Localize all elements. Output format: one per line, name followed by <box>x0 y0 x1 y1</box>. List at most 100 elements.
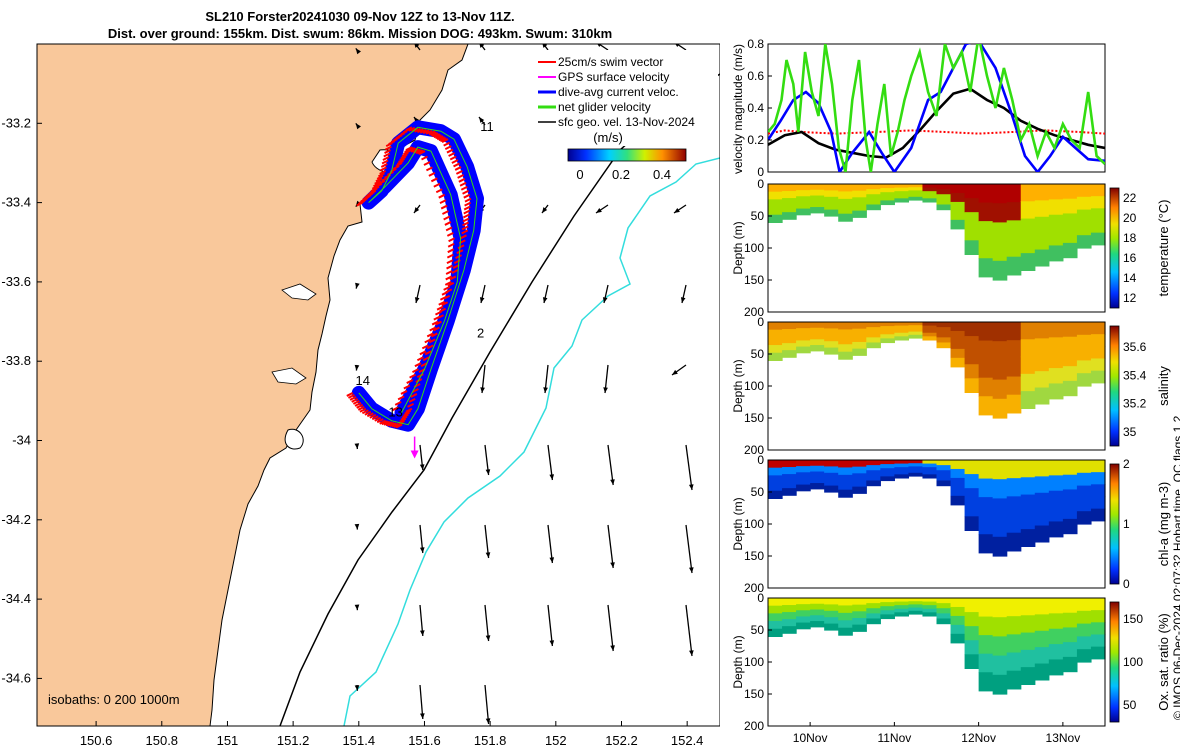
swim-vector <box>436 305 444 311</box>
swim-vector <box>412 388 419 393</box>
profile-cell <box>1076 347 1092 361</box>
depth-tick-label: 50 <box>751 347 765 361</box>
profile-cell <box>880 472 895 477</box>
swim-vector <box>381 420 389 426</box>
profile-cell <box>978 322 994 342</box>
swim-vector <box>438 300 446 306</box>
swim-vector <box>421 155 428 161</box>
profile-cell <box>880 326 895 331</box>
geo-velocity-arrow <box>680 284 687 304</box>
swim-vector <box>451 159 459 164</box>
profile-cell <box>894 184 910 189</box>
geo-velocity-arrow <box>541 204 549 214</box>
profile-cell <box>964 378 980 393</box>
profile-cell <box>894 191 910 196</box>
colorbar-quantity-label: salinity <box>1156 366 1171 406</box>
profile-cell <box>852 184 867 192</box>
profile-cell <box>992 674 1008 695</box>
profile-cell <box>782 329 797 337</box>
profile-cell <box>908 325 924 329</box>
profile-cell <box>978 653 994 673</box>
swim-vector <box>374 179 382 185</box>
profile-cell <box>1048 644 1064 661</box>
profile-cell <box>782 619 797 627</box>
profile-cell <box>1006 514 1022 534</box>
swim-vector <box>440 204 448 210</box>
profile-cell <box>908 469 924 474</box>
profile-cell <box>852 479 867 488</box>
swim-vector <box>438 193 446 199</box>
profile-cell <box>936 332 952 338</box>
profile-cell <box>1034 216 1050 234</box>
profile-cell <box>992 398 1008 419</box>
profile-cell <box>894 187 910 192</box>
profile-cell <box>768 352 783 361</box>
swim-vector <box>376 174 384 180</box>
geo-velocity-arrow <box>547 524 555 564</box>
swim-vector <box>401 413 409 419</box>
profile-cell <box>880 200 895 206</box>
profile-cell <box>838 213 853 222</box>
profile-cell <box>1006 256 1022 276</box>
profile-cell <box>1020 667 1036 685</box>
swim-vector <box>379 169 387 175</box>
legend-label-current: dive-avg current veloc. <box>558 85 679 99</box>
profile-cell <box>1048 214 1064 231</box>
profile-cell <box>768 191 783 200</box>
swim-vector <box>371 415 379 421</box>
velocity-ylabel: velocity magnitude (m/s) <box>731 44 745 174</box>
profile-cell <box>866 475 881 482</box>
profile-cell <box>978 377 994 397</box>
profile-panel-0: 0 50 100 150 200 Depth (m) 12 14 16 18 20 22 tempera… <box>731 177 1171 319</box>
swim-vector <box>461 229 469 235</box>
depth-tick-label: 200 <box>744 305 764 319</box>
profile-cell <box>1006 184 1022 203</box>
profile-cell <box>838 482 853 491</box>
swim-vector <box>389 422 397 428</box>
swim-vector <box>385 421 393 427</box>
profile-cell <box>1034 647 1050 665</box>
profile-cell <box>1034 338 1050 356</box>
profile-cell <box>866 327 881 333</box>
profile-cell <box>992 479 1008 499</box>
colorbar-tick-label: 150 <box>1123 612 1143 626</box>
swim-vector <box>396 160 404 165</box>
geo-velocity-arrow <box>542 44 549 51</box>
profile-cell <box>950 615 966 626</box>
profile-cell <box>950 477 966 488</box>
profile-cell <box>936 337 952 344</box>
profile-cell <box>950 624 966 635</box>
profile-cell <box>1034 598 1050 615</box>
swim-vector <box>433 182 441 188</box>
profile-cell <box>796 208 811 216</box>
profile-cell <box>1062 518 1078 535</box>
profile-cell <box>1090 220 1106 234</box>
swim-vector <box>433 315 441 321</box>
profile-cell <box>1048 475 1064 492</box>
profile-cell <box>908 463 924 467</box>
profile-cell <box>1090 208 1106 222</box>
profile-cell <box>1048 628 1064 645</box>
geo-velocity-arrow <box>484 684 491 725</box>
depth-tick-label: 0 <box>757 453 764 467</box>
swim-vector <box>421 344 429 350</box>
colorbar-tick-label: 18 <box>1123 231 1137 245</box>
profile-cell <box>922 325 938 330</box>
profile-cell <box>922 322 938 327</box>
profile-cell <box>782 205 797 213</box>
profile-cell <box>950 322 966 332</box>
depth-tick-label: 150 <box>744 273 764 287</box>
profile-cell <box>978 359 994 379</box>
swim-vector <box>379 419 387 425</box>
swim-vector <box>376 418 384 424</box>
swim-vector <box>444 221 452 226</box>
colorbar-tick-label: 14 <box>1123 271 1137 285</box>
profile-cell <box>810 477 825 484</box>
profile-cell <box>992 598 1008 618</box>
profile-cell <box>1006 202 1022 221</box>
profile-cell <box>950 339 966 350</box>
colorbar-tick-label: 20 <box>1123 211 1137 225</box>
colorbar-tick-label: 16 <box>1123 251 1137 265</box>
profile-cell <box>964 626 980 641</box>
profile-cell <box>908 601 924 605</box>
